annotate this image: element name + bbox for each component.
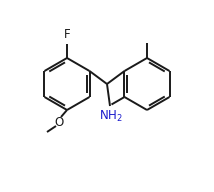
Text: O: O bbox=[54, 116, 64, 128]
Text: F: F bbox=[64, 28, 70, 41]
Text: NH$_2$: NH$_2$ bbox=[99, 109, 123, 124]
